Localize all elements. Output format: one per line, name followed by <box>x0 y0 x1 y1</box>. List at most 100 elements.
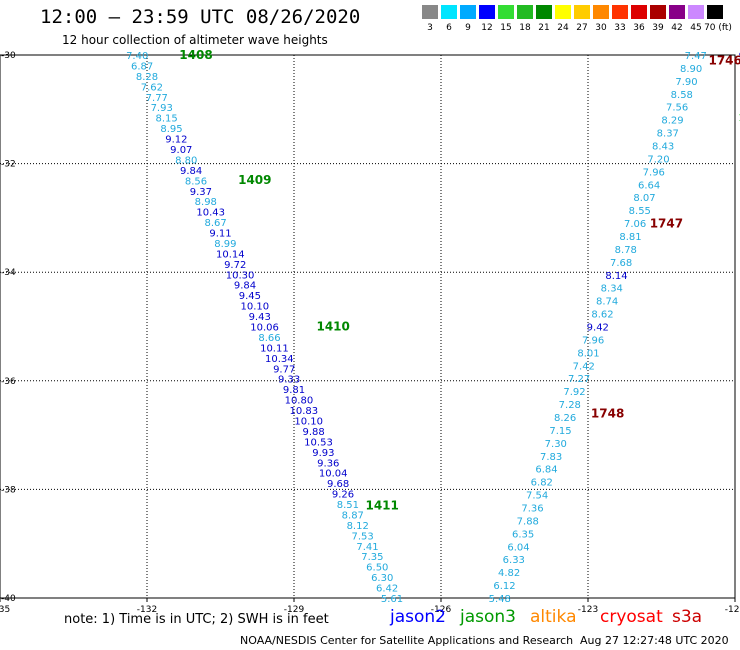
map-frame <box>0 54 736 599</box>
wave-height-value: 9.07 <box>170 145 192 156</box>
wave-height-value: 10.43 <box>196 208 225 219</box>
wave-height-value: 9.93 <box>312 448 334 459</box>
scale-label: 27 <box>576 23 588 33</box>
wave-height-value: 7.35 <box>361 552 383 563</box>
wave-height-value: 8.80 <box>175 155 197 166</box>
wave-height-value: 9.72 <box>224 260 246 271</box>
scale-swatch <box>593 5 609 19</box>
wave-height-value: 7.30 <box>545 439 567 450</box>
wave-height-value: 8.37 <box>657 129 679 140</box>
wave-height-value: 4.82 <box>498 568 520 579</box>
wave-height-value: 6.64 <box>638 180 660 191</box>
wave-height-value: 9.88 <box>302 427 324 438</box>
wave-height-value: 6.04 <box>507 542 529 553</box>
scale-label: 45 <box>690 23 702 33</box>
wave-height-value: 10.14 <box>216 249 245 260</box>
scale-label: 18 <box>519 23 531 33</box>
wave-height-value: 7.42 <box>573 361 595 372</box>
wave-height-value: 8.78 <box>615 245 637 256</box>
scale-swatch <box>669 5 685 19</box>
scale-label: 42 <box>671 23 683 33</box>
y-tick-label: -40 <box>1 594 16 604</box>
wave-height-value: 5.48 <box>489 594 511 605</box>
wave-height-value: 6.50 <box>366 563 388 574</box>
wave-height-value: 8.15 <box>155 114 177 125</box>
scale-label: 12 <box>481 23 493 33</box>
scale-swatch <box>688 5 704 19</box>
scale-swatch <box>631 5 647 19</box>
wave-height-value: 10.80 <box>285 396 314 407</box>
wave-height-value: 6.42 <box>376 584 398 595</box>
time-label: 1411 <box>365 499 398 513</box>
wave-height-value: 8.62 <box>591 310 613 321</box>
wave-height-value: 8.67 <box>204 218 226 229</box>
wave-height-value: 10.11 <box>260 343 289 354</box>
wave-height-value: 8.99 <box>214 239 236 250</box>
wave-height-value: 9.37 <box>190 187 212 198</box>
time-label: 1408 <box>179 48 212 62</box>
credit-text: NOAA/NESDIS Center for Satellite Applica… <box>240 634 574 647</box>
wave-height-value: 7.96 <box>582 335 604 346</box>
wave-height-value: 10.53 <box>304 437 333 448</box>
wave-height-value: 7.90 <box>675 77 697 88</box>
wave-height-value: 8.81 <box>619 232 641 243</box>
wave-height-value: 8.66 <box>258 333 280 344</box>
scale-label: 6 <box>446 23 452 33</box>
scale-swatch <box>574 5 590 19</box>
scale-swatch <box>555 5 571 19</box>
wave-height-value: 8.34 <box>601 284 623 295</box>
wave-height-value: 9.42 <box>587 323 609 334</box>
wave-height-value: 7.83 <box>540 452 562 463</box>
x-tick-label: -135 <box>0 605 10 615</box>
scale-label: 36 <box>633 23 645 33</box>
wave-height-value: 8.43 <box>652 142 674 153</box>
wave-height-value: 8.95 <box>160 124 182 135</box>
wave-height-value: 9.45 <box>239 291 261 302</box>
wave-height-value: 7.54 <box>526 491 548 502</box>
wave-height-value: 8.14 <box>605 271 627 282</box>
satellite-jason2: jason2 <box>390 607 446 627</box>
wave-height-value: 9.33 <box>278 375 300 386</box>
y-tick-label: -30 <box>1 51 16 61</box>
wave-height-value: 6.35 <box>512 529 534 540</box>
wave-height-value: 10.04 <box>319 469 348 480</box>
wave-height-value: 6.84 <box>535 465 557 476</box>
wave-height-value: 7.56 <box>666 103 688 114</box>
wave-height-value: 9.77 <box>273 364 295 375</box>
wave-height-value: 9.43 <box>249 312 271 323</box>
wave-height-value: 9.11 <box>209 229 231 240</box>
footer-note: note: 1) Time is in UTC; 2) SWH is in fe… <box>64 612 329 627</box>
scale-swatch <box>612 5 628 19</box>
scale-label: 24 <box>557 23 569 33</box>
time-label: 1410 <box>316 320 349 334</box>
scale-swatch <box>422 5 438 19</box>
wave-height-value: 8.90 <box>680 64 702 75</box>
scale-label: 30 <box>595 23 607 33</box>
wave-height-value: 8.07 <box>633 193 655 204</box>
y-tick-label: -34 <box>1 268 16 278</box>
wave-height-value: 7.93 <box>151 103 173 114</box>
y-tick-label: -38 <box>1 485 16 495</box>
x-tick-label: -129 <box>284 605 305 615</box>
time-label: 1748 <box>591 406 624 420</box>
wave-height-value: 8.28 <box>136 72 158 83</box>
scale-swatch <box>707 5 723 19</box>
wave-height-value: 9.36 <box>317 458 339 469</box>
scale-swatch <box>498 5 514 19</box>
wave-height-value: 8.98 <box>195 197 217 208</box>
scale-label: 15 <box>500 23 512 33</box>
x-tick-label: -120 <box>725 605 740 615</box>
wave-height-value: 7.20 <box>647 154 669 165</box>
wave-height-value: 6.82 <box>531 478 553 489</box>
wave-height-value: 8.74 <box>596 297 618 308</box>
wave-height-value: 14.92 <box>738 113 740 124</box>
scale-swatch <box>460 5 476 19</box>
wave-height-value: 7.06 <box>624 219 646 230</box>
page-subtitle: 12 hour collection of altimeter wave hei… <box>62 33 328 47</box>
wave-height-value: 10.30 <box>226 270 255 281</box>
wave-height-value: 8.58 <box>671 90 693 101</box>
wave-height-value: 10.83 <box>289 406 318 417</box>
wave-height-value: 10.34 <box>265 354 294 365</box>
scale-label: 70 (ft) <box>704 23 732 33</box>
